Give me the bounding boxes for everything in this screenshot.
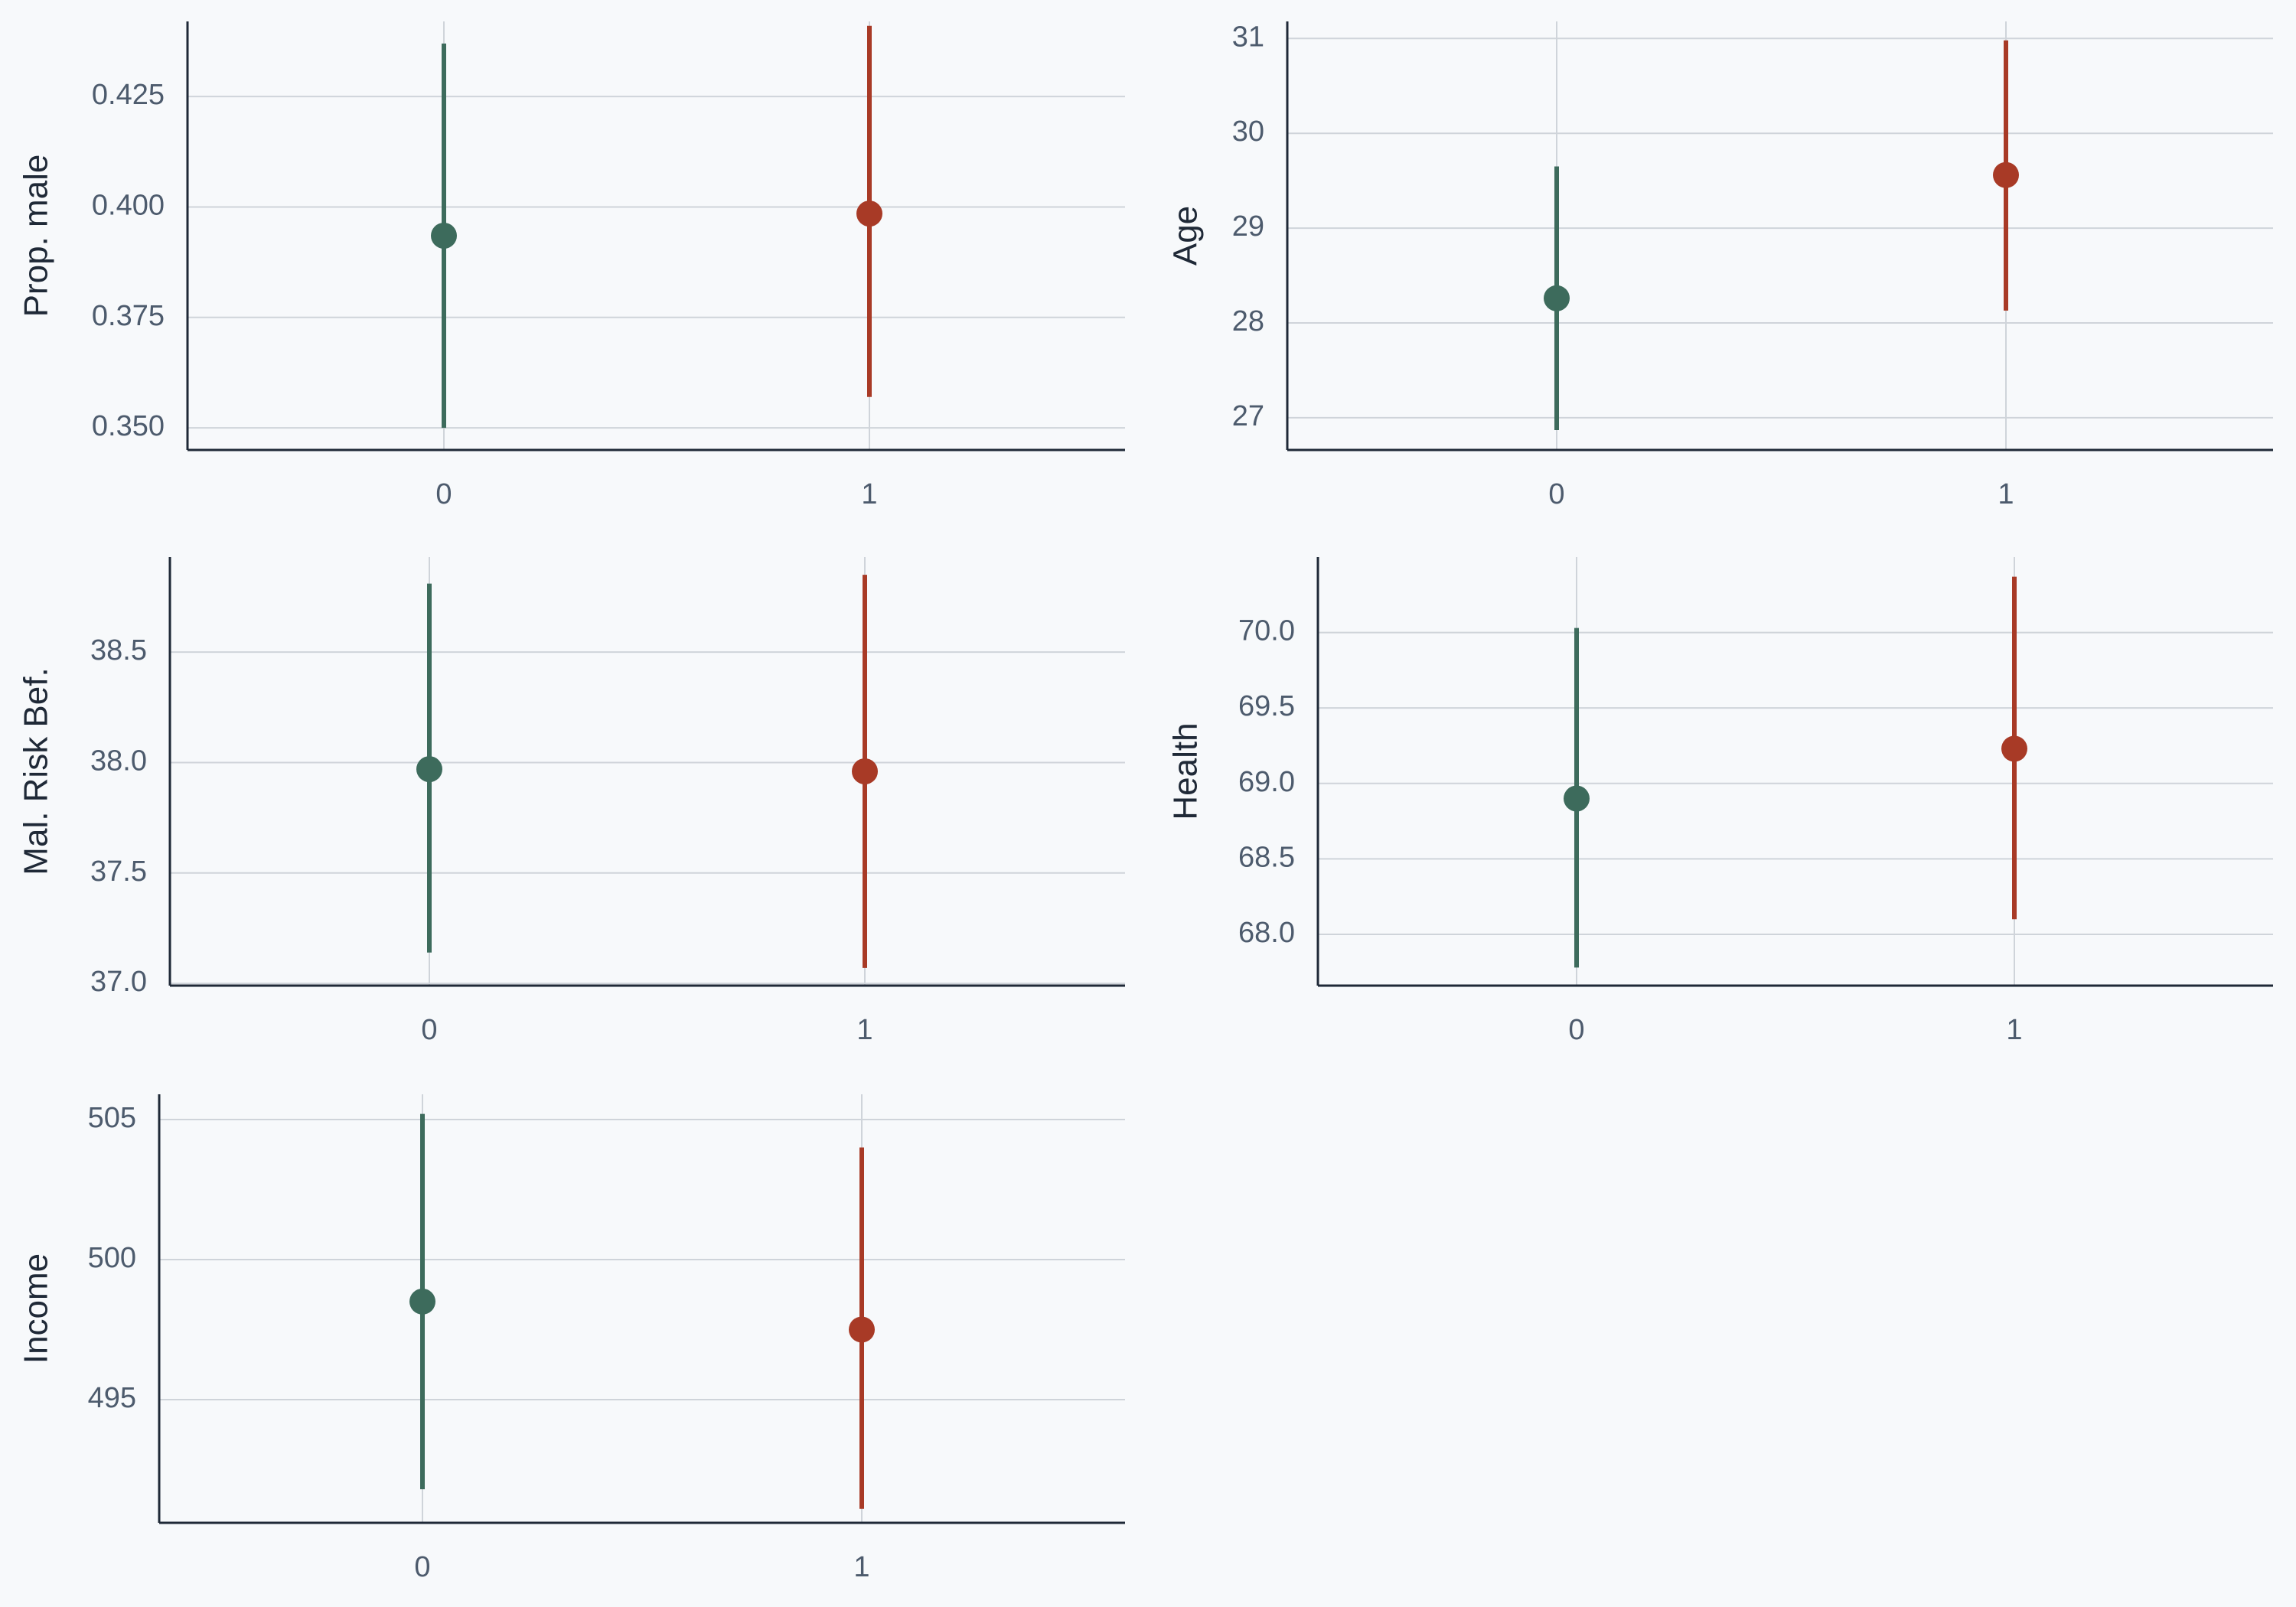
y-tick-label: 0.350 [92, 410, 165, 442]
y-tick-label: 68.0 [1238, 917, 1295, 949]
point-estimate-0 [416, 756, 442, 783]
point-estimate-0 [409, 1288, 435, 1315]
y-tick-label: 30 [1232, 116, 1264, 148]
ylabel-health: Health [1167, 722, 1205, 820]
y-tick-label: 37.5 [90, 856, 147, 888]
y-tick-label: 0.375 [92, 300, 165, 332]
x-tick-label: 1 [1998, 478, 2014, 510]
y-tick-label: 68.5 [1238, 841, 1295, 873]
panel-mal-risk-bef: 37.0 37.5 38.0 38.5 0 1 Mal. Risk Bef. [18, 557, 1125, 1046]
ylabel-prop-male: Prop. male [18, 155, 55, 318]
panel-prop-male: 0.350 0.375 0.400 0.425 0 1 Prop. male [18, 21, 1125, 510]
x-tick-label: 0 [414, 1551, 430, 1583]
x-tick-label: 1 [2006, 1014, 2022, 1046]
y-tick-label: 38.0 [90, 745, 147, 777]
y-tick-label: 505 [88, 1102, 136, 1134]
panel-age: 27 28 29 30 31 0 1 Age [1167, 21, 2273, 510]
y-tick-label: 37.0 [90, 966, 147, 998]
x-tick-label: 0 [1568, 1014, 1584, 1046]
x-tick-label: 1 [861, 478, 877, 510]
point-estimate-0 [1544, 285, 1570, 311]
ylabel-mal-risk-bef: Mal. Risk Bef. [18, 667, 55, 875]
y-tick-label: 500 [88, 1242, 136, 1274]
y-tick-label: 70.0 [1238, 615, 1295, 647]
panel-income: 495 500 505 0 1 Income [18, 1094, 1125, 1583]
point-estimate-1 [2001, 735, 2027, 762]
point-estimate-1 [849, 1316, 875, 1343]
y-tick-label: 69.5 [1238, 690, 1295, 722]
x-tick-label: 0 [421, 1014, 437, 1046]
y-tick-label: 69.0 [1238, 766, 1295, 798]
point-estimate-0 [431, 223, 457, 249]
point-estimate-0 [1564, 785, 1590, 812]
y-tick-label: 31 [1232, 21, 1264, 53]
ylabel-income: Income [18, 1253, 55, 1364]
y-tick-label: 28 [1232, 305, 1264, 337]
point-estimate-1 [1993, 161, 2019, 188]
y-tick-label: 38.5 [90, 634, 147, 667]
y-tick-label: 27 [1232, 400, 1264, 432]
point-estimate-1 [852, 758, 878, 784]
point-estimate-1 [856, 200, 882, 227]
x-tick-label: 1 [853, 1551, 869, 1583]
y-tick-label: 495 [88, 1382, 136, 1414]
y-tick-label: 0.400 [92, 190, 165, 222]
x-tick-label: 0 [435, 478, 452, 510]
x-tick-label: 0 [1548, 478, 1564, 510]
x-tick-label: 1 [856, 1014, 872, 1046]
y-tick-label: 29 [1232, 210, 1264, 243]
panel-health: 68.0 68.5 69.0 69.5 70.0 0 1 Health [1167, 557, 2273, 1046]
y-tick-label: 0.425 [92, 79, 165, 111]
ylabel-age: Age [1167, 206, 1205, 266]
